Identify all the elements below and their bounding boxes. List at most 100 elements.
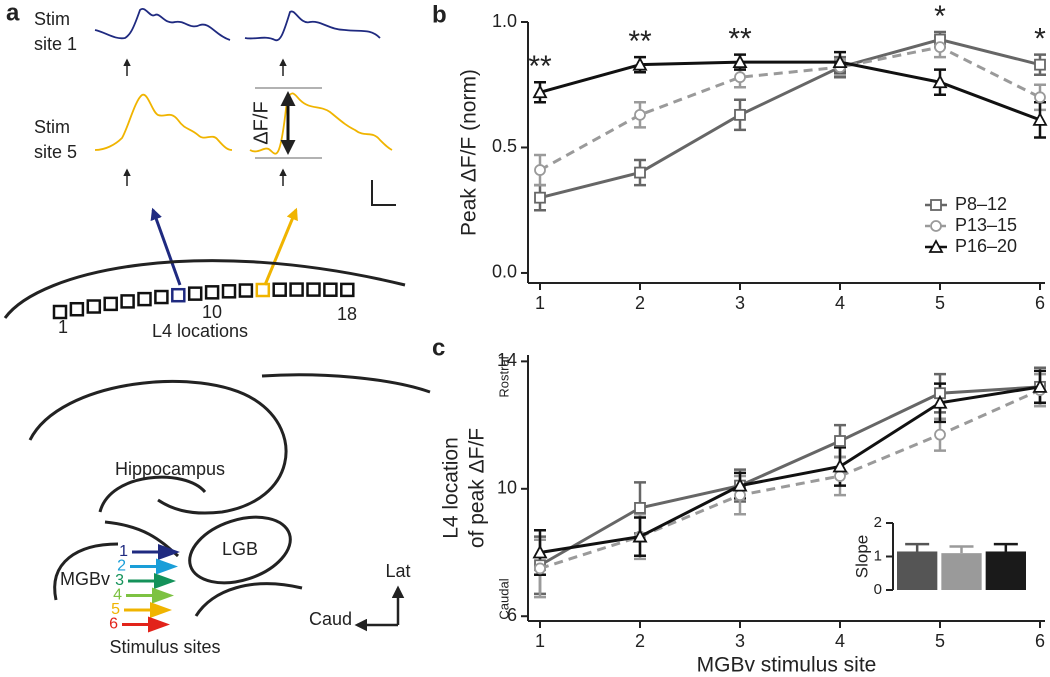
site-arrow	[156, 558, 178, 575]
l4-locations	[52, 282, 355, 320]
y-tick-label: 0.0	[492, 262, 517, 282]
significance: **	[528, 50, 552, 83]
x-tick-label: 3	[735, 293, 745, 313]
compass-label: Caud	[309, 609, 352, 629]
y-axis-label: L4 location	[440, 437, 463, 539]
cortex-outline	[3, 259, 406, 319]
x-tick-label: 2	[635, 293, 645, 313]
l4-square	[154, 289, 169, 305]
y-tick-label: 14	[497, 350, 517, 370]
site-arrow	[148, 616, 170, 633]
x-tick-label: 5	[935, 631, 945, 651]
arrow	[263, 207, 298, 286]
series-line	[539, 388, 1041, 570]
x-tick-label: 5	[935, 293, 945, 313]
l4-square	[137, 291, 152, 307]
brain-outline	[261, 373, 431, 394]
site-number: 1	[119, 543, 128, 560]
brain-outline	[194, 582, 303, 617]
site-number: 5	[111, 601, 120, 618]
marker	[832, 458, 848, 473]
region-label: Stimulus sites	[109, 637, 220, 657]
y-tick-label: 10	[497, 478, 517, 498]
site-arrow	[154, 573, 176, 589]
marker	[932, 74, 948, 89]
y-axis-label: of peak ΔF/F	[466, 428, 489, 548]
marker	[632, 56, 648, 71]
marker	[832, 54, 848, 69]
marker	[1032, 111, 1048, 126]
l4-number: 1	[58, 317, 68, 337]
panel-label: c	[432, 334, 445, 361]
marker	[1034, 91, 1046, 104]
scale-label: ΔF/F	[250, 101, 272, 144]
l4-square	[221, 284, 237, 299]
stim-label: Stim	[34, 9, 70, 29]
panel-a: a Stim site 1 Stim site 5 ΔF/F 1 10 18 L…	[3, 0, 431, 657]
l4-square	[289, 282, 304, 297]
site-arrow	[152, 587, 174, 604]
compass	[354, 585, 405, 632]
marker	[534, 562, 546, 575]
region-label: Hippocampus	[115, 459, 225, 479]
marker	[632, 528, 648, 543]
l4-square	[103, 296, 118, 312]
site-number: 3	[115, 572, 124, 589]
significance: **	[728, 23, 752, 56]
error-bar	[905, 542, 930, 552]
y-axis-label: Peak ΔF/F (norm)	[458, 69, 481, 236]
mgbv-outline	[53, 542, 119, 601]
x-tick-label: 6	[1035, 631, 1045, 651]
l4-square	[306, 282, 321, 297]
marker	[634, 502, 646, 514]
l4-square	[69, 301, 85, 317]
marker	[732, 477, 748, 492]
marker	[534, 191, 546, 204]
marker	[734, 108, 746, 121]
y-tick-label: 1.0	[492, 11, 517, 31]
error-bar	[993, 542, 1018, 552]
brain-outline	[98, 475, 207, 513]
significance: *	[934, 0, 946, 33]
stim-arrows	[123, 58, 287, 186]
error-bar	[949, 545, 974, 554]
marker	[930, 220, 942, 232]
marker	[934, 428, 946, 441]
site-number: 4	[113, 587, 122, 604]
legend-label: P16–20	[955, 236, 1017, 256]
marker	[1034, 58, 1046, 71]
marker	[532, 544, 548, 559]
l4-square	[120, 294, 135, 309]
site-number: 2	[117, 558, 126, 575]
y-direction-label: Caudal	[496, 578, 511, 619]
marker	[834, 435, 846, 447]
l4-square	[86, 299, 102, 314]
stim-label: site 5	[34, 142, 77, 162]
x-tick-label: 4	[835, 293, 845, 313]
bar	[897, 551, 938, 590]
marker	[634, 108, 646, 121]
l4-square	[187, 286, 203, 301]
l4-square	[272, 282, 287, 297]
y-direction-label: Rostral	[496, 356, 511, 397]
series-line	[539, 38, 1041, 200]
marker	[834, 470, 846, 482]
l4-number: 10	[202, 302, 222, 322]
marker	[934, 41, 946, 53]
trace	[94, 93, 233, 151]
hippocampus-outline	[28, 379, 288, 515]
series-line	[539, 45, 1041, 172]
marker	[932, 394, 948, 409]
x-tick-label: 1	[535, 293, 545, 313]
stim-label: Stim	[34, 117, 70, 137]
bar	[985, 551, 1026, 590]
region-label: MGBv	[60, 569, 110, 589]
trace	[249, 92, 393, 155]
series-line	[539, 60, 1041, 122]
marker	[732, 54, 748, 69]
l4-square	[52, 304, 68, 320]
